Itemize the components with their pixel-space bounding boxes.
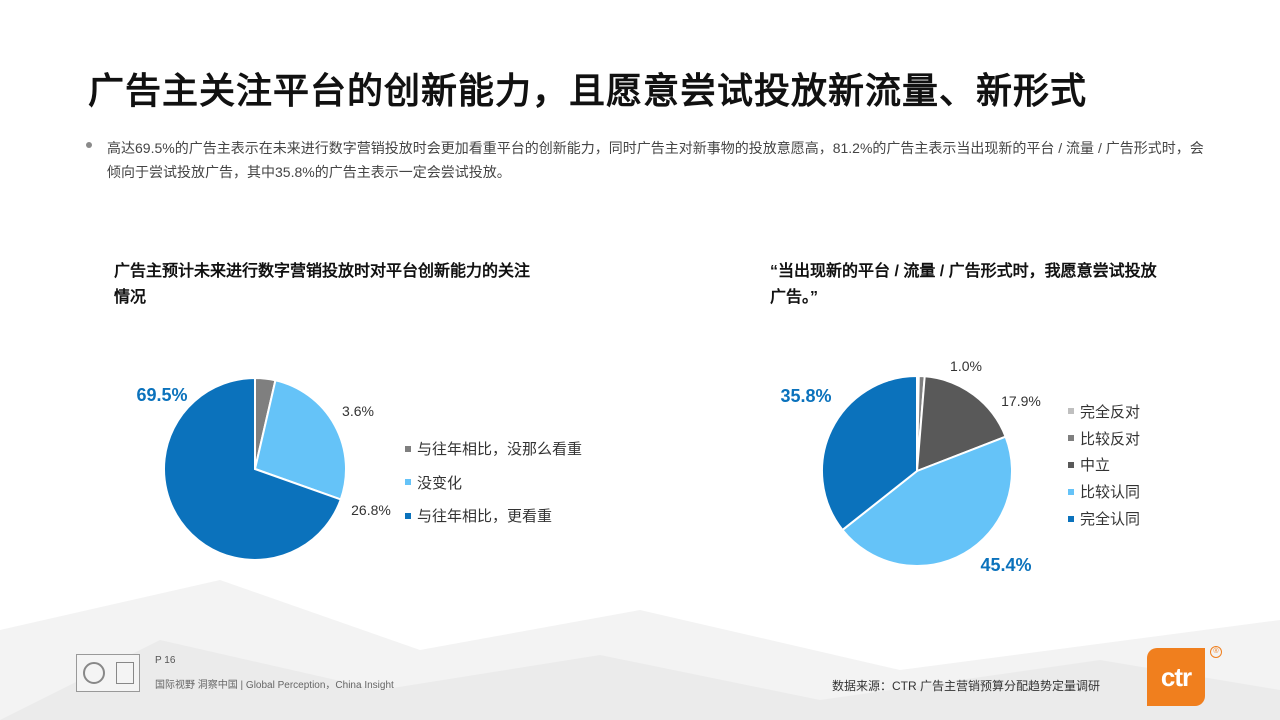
page-number: P 16	[155, 655, 176, 666]
chart2-data-label-4: 35.8%	[780, 386, 831, 406]
legend-label: 与往年相比，没那么看重	[417, 441, 583, 459]
legend-label: 完全认同	[1080, 511, 1141, 529]
footer-slogan: 国际视野 洞察中国 | Global Perception，China Insi…	[155, 680, 394, 691]
certification-seal-icon	[82, 662, 105, 684]
registered-mark: ®	[1210, 646, 1222, 658]
chart2-title: “当出现新的平台 / 流量 / 广告形式时，我愿意尝试投放广告。”	[770, 263, 1157, 306]
legend-label: 没变化	[417, 474, 463, 492]
legend-swatch-icon	[405, 512, 411, 519]
legend-swatch-icon	[405, 479, 411, 486]
legend-label: 完全反对	[1080, 403, 1141, 421]
chart2-data-label-3: 45.4%	[980, 555, 1031, 575]
legend-label: 与往年相比，更看重	[417, 508, 553, 526]
chart1-title: 广告主预计未来进行数字营销投放时对平台创新能力的关注情况	[114, 263, 531, 306]
chart1-legend-item: 没变化	[405, 466, 582, 500]
chart1-slice-1	[253, 379, 347, 501]
summary-text: 高达69.5%的广告主表示在未来进行数字营销投放时会更加看重平台的创新能力，同时…	[107, 140, 1204, 180]
chart1-legend-item: 与往年相比，更看重	[405, 499, 582, 533]
chart2-legend-item: 完全反对	[1068, 398, 1140, 425]
chart1-data-label-2: 69.5%	[136, 385, 187, 405]
chart2-slice-4	[820, 374, 918, 532]
data-source: 数据来源：CTR 广告主营销预算分配趋势定量调研	[832, 679, 1100, 693]
page-title: 广告主关注平台的创新能力，且愿意尝试投放新流量、新形式	[88, 70, 1088, 111]
chart2-slice-2	[915, 375, 1007, 473]
chart1-slice-2	[163, 376, 343, 561]
legend-swatch-icon	[1068, 408, 1074, 415]
chart1-legend-item: 与往年相比，没那么看重	[405, 432, 582, 466]
bullet-icon	[86, 142, 92, 148]
certification-badge	[76, 654, 140, 692]
legend-swatch-icon	[1068, 515, 1074, 522]
legend-swatch-icon	[1068, 488, 1074, 495]
chart1-legend: 与往年相比，没那么看重 没变化与往年相比，更看重	[405, 432, 582, 533]
legend-swatch-icon	[1068, 435, 1074, 442]
legend-swatch-icon	[1068, 461, 1074, 468]
legend-label: 比较认同	[1080, 484, 1141, 502]
chart2-legend: 完全反对比较反对中立比较认同完全认同	[1068, 398, 1140, 532]
chart1-data-label-1: 26.8%	[351, 502, 391, 518]
chart2-legend-item: 比较认同	[1068, 478, 1140, 505]
summary-bullet: 高达69.5%的广告主表示在未来进行数字营销投放时会更加看重平台的创新能力，同时…	[86, 136, 1206, 184]
legend-label: 比较反对	[1080, 430, 1141, 448]
legend-label: 中立	[1080, 457, 1111, 475]
chart2-slice-3	[841, 435, 1013, 568]
legend-swatch-icon	[405, 445, 411, 452]
chart2-legend-item: 比较反对	[1068, 425, 1140, 452]
ctr-logo: ctr	[1147, 648, 1205, 706]
chart2-data-label-2: 17.9%	[1001, 393, 1041, 409]
chart2-legend-item: 完全认同	[1068, 505, 1140, 532]
chart2-legend-item: 中立	[1068, 452, 1140, 479]
chart1-data-label-0: 3.6%	[342, 403, 374, 419]
sgs-mark-icon	[115, 662, 134, 684]
chart2-data-label-1: 1.0%	[950, 358, 982, 374]
